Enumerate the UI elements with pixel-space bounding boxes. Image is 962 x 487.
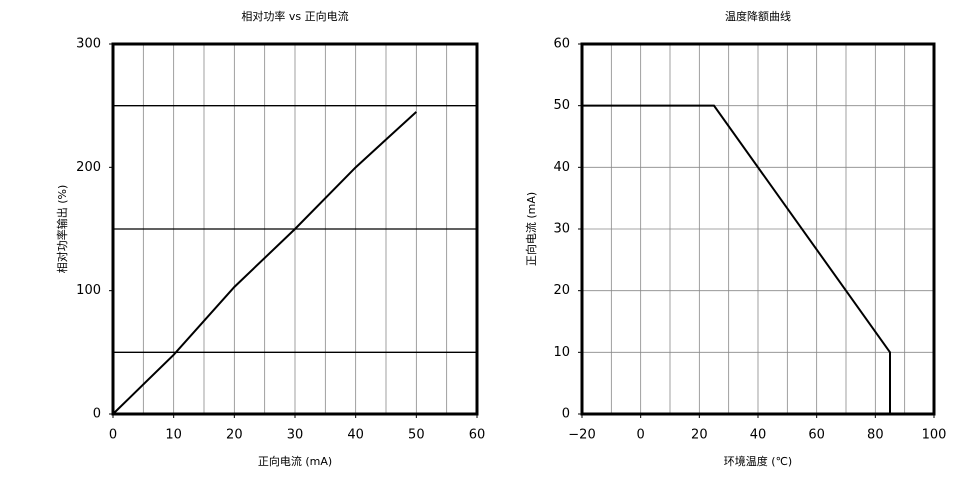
y-tick-label: 10	[553, 345, 570, 360]
x-axis-label: 正向电流 (mA)	[258, 454, 332, 468]
y-axis-label: 正向电流 (mA)	[524, 192, 538, 266]
y-tick-label: 300	[76, 37, 101, 52]
plot-frame	[580, 42, 936, 416]
x-tick-label: 0	[637, 428, 645, 443]
x-tick-label: 10	[165, 428, 182, 443]
y-tick-label: 20	[553, 283, 570, 298]
x-tick-label: 100	[922, 428, 947, 443]
x-tick-label: 80	[867, 428, 884, 443]
x-tick-label: 60	[469, 428, 486, 443]
plot-frame	[111, 42, 479, 416]
y-tick-label: 60	[553, 37, 570, 52]
y-tick-label: 50	[553, 98, 570, 113]
x-tick-label: 20	[226, 428, 243, 443]
x-tick-label: 40	[347, 428, 364, 443]
chart-title: 温度降额曲线	[725, 9, 791, 23]
y-tick-label: 0	[562, 407, 570, 422]
data-line	[112, 111, 418, 415]
chart-title: 相对功率 vs 正向电流	[241, 9, 348, 23]
x-tick-label: 50	[408, 428, 425, 443]
x-tick-label: 40	[750, 428, 767, 443]
y-tick-label: 40	[553, 160, 570, 175]
data-line	[582, 104, 891, 414]
x-tick-label: 0	[109, 428, 117, 443]
y-tick-label: 200	[76, 160, 101, 175]
y-tick-label: 0	[93, 407, 101, 422]
x-tick-label: 60	[808, 428, 825, 443]
y-axis-label: 相对功率输出 (%)	[55, 185, 69, 274]
x-tick-label: 20	[691, 428, 708, 443]
x-axis-label: 环境温度 (℃)	[724, 454, 792, 468]
y-tick-label: 30	[553, 222, 570, 237]
x-tick-label: 30	[287, 428, 304, 443]
x-tick-label: −20	[568, 428, 595, 443]
y-tick-label: 100	[76, 283, 101, 298]
